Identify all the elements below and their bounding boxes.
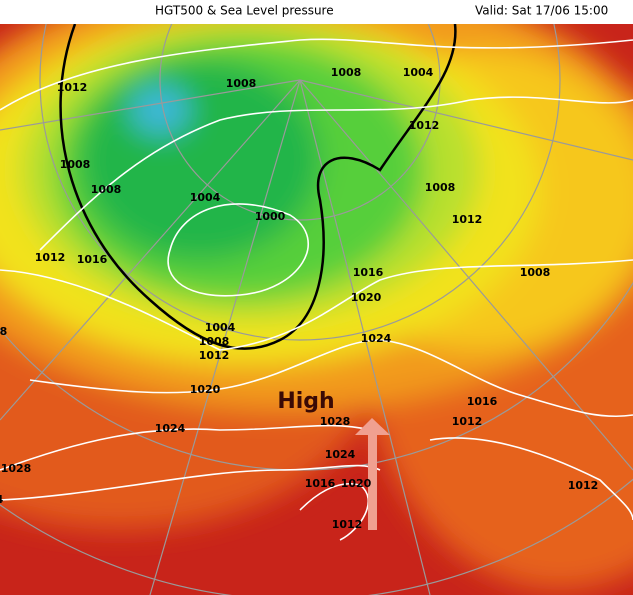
isobar-label: 1008: [199, 335, 230, 348]
isobar-label: 1004: [205, 321, 236, 334]
isobar-label: 1028: [320, 415, 351, 428]
isobar-label: 1008: [91, 183, 122, 196]
header-bar: [0, 0, 633, 24]
isobar-label: 1008: [331, 66, 362, 79]
map-title: HGT500 & Sea Level pressure: [155, 4, 334, 18]
isobar-label: 1004: [403, 66, 434, 79]
isobar-label: 1024: [155, 422, 186, 435]
isobar-label: 1008: [60, 158, 91, 171]
high-label: High: [277, 389, 334, 414]
isobar-label: 1028: [1, 462, 32, 475]
isobar-label: 1008: [520, 266, 551, 279]
isobar-label: 1008: [226, 77, 257, 90]
isobar-label: 1016: [305, 477, 336, 490]
isobar-label: 1012: [199, 349, 230, 362]
isobar-label: 1024: [0, 493, 4, 506]
arrow: [355, 418, 390, 530]
isobar-label: 1016: [77, 253, 108, 266]
isobar-label: 1012: [452, 213, 483, 226]
isobar-label: 1012: [332, 518, 363, 531]
isobar-label: 1008: [425, 181, 456, 194]
isobar-label: 1012: [409, 119, 440, 132]
isobar-label: 1012: [568, 479, 599, 492]
isobar-label: 1020: [190, 383, 221, 396]
isobars: [0, 38, 633, 541]
isobar-label: 1024: [325, 448, 356, 461]
isobar-label: 1016: [353, 266, 384, 279]
5520-contour: [59, 24, 457, 350]
isobar-label: 1016: [467, 395, 498, 408]
isobar-label: 1012: [35, 251, 66, 264]
isobar-label: 1000: [255, 210, 286, 223]
isobar-label: 1004: [190, 191, 221, 204]
isobar-label: 1028: [0, 325, 7, 338]
valid-time: Valid: Sat 17/06 15:00: [475, 4, 608, 18]
isobar-label: 1020: [341, 477, 372, 490]
isobar-label: 1020: [351, 291, 382, 304]
isobar-label: 1012: [57, 81, 88, 94]
isobar-label: 1012: [452, 415, 483, 428]
isobar-label: 1024: [361, 332, 392, 345]
